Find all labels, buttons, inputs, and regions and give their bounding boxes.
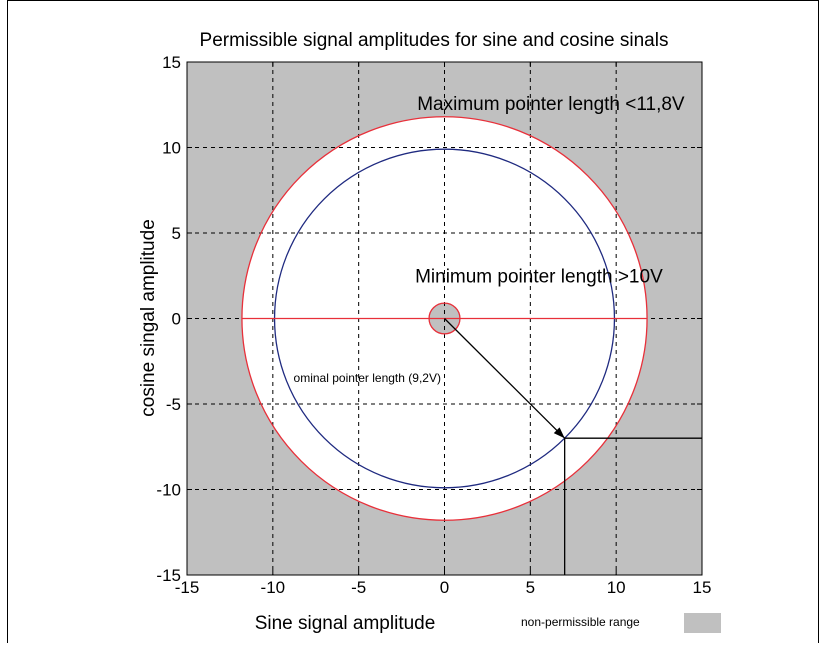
x-tick-label: 15 [693,578,712,597]
y-tick-label: 0 [172,310,181,329]
annotation-maximum: Maximum pointer length <11,8V [417,94,685,115]
annotation-nominal: ominal pointer length (9,2V) [294,371,441,385]
figure-frame [7,0,819,643]
x-tick-label: 0 [440,578,449,597]
y-tick-label: -5 [166,395,181,414]
legend-label: non-permissible range [521,615,640,629]
pointer-arrowhead [553,427,565,439]
legend-swatch [684,613,721,633]
y-tick-label: 15 [162,53,181,72]
y-tick-label: -15 [156,566,181,585]
x-tick-label: -10 [261,578,286,597]
y-axis-label: cosine singal amplitude [138,219,159,417]
y-tick-label: 10 [162,139,181,158]
chart-title: Permissible signal amplitudes for sine a… [200,30,669,51]
pointer-line [444,318,566,439]
x-tick-label: 5 [526,578,535,597]
annotation-minimum: Minimum pointer length >10V [415,267,663,288]
x-tick-label: 10 [607,578,626,597]
y-tick-label: -10 [156,481,181,500]
x-axis-label: Sine signal amplitude [255,613,436,634]
y-tick-label: 5 [172,224,181,243]
x-tick-label: -15 [175,578,200,597]
x-tick-label: -5 [351,578,366,597]
